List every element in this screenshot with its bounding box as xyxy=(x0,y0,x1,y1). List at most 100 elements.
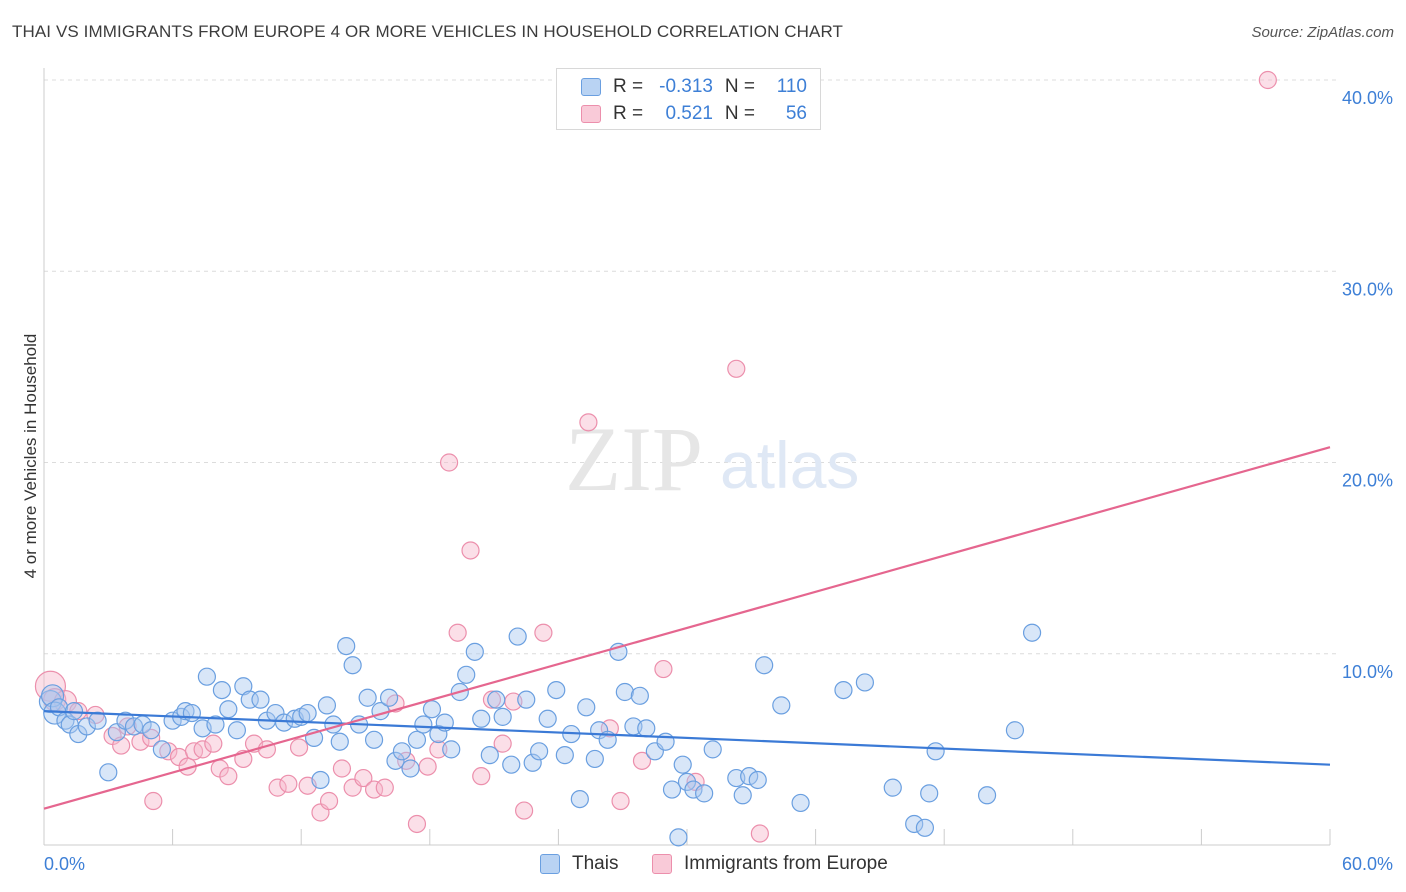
europe-point xyxy=(448,623,467,642)
x-tick-label: 60.0% xyxy=(1342,854,1393,874)
legend-row-europe: R = 0.521 N = 56 xyxy=(581,102,807,126)
europe-point xyxy=(375,778,394,797)
thais-point xyxy=(508,627,527,646)
thais-point xyxy=(772,696,791,715)
europe-point xyxy=(289,738,309,757)
correlation-legend: R = -0.313 N = 110 R = 0.521 N = 56 xyxy=(556,68,821,130)
europe-point xyxy=(279,774,298,793)
europe-point xyxy=(193,740,212,759)
thais-point xyxy=(182,703,201,723)
r-label: R = xyxy=(613,103,644,124)
thais-point xyxy=(429,724,448,744)
thais-point xyxy=(630,686,649,705)
europe-swatch xyxy=(581,105,601,123)
thais-point xyxy=(358,688,377,707)
thais-point xyxy=(99,763,118,782)
thais-point xyxy=(673,755,692,774)
europe-point xyxy=(354,768,373,788)
thais-point xyxy=(637,719,656,738)
europe-point xyxy=(579,413,598,432)
europe-point xyxy=(611,791,630,811)
y-tick-label: 30.0% xyxy=(1342,279,1393,299)
europe-legend-label: Immigrants from Europe xyxy=(684,853,888,874)
watermark-atlas: atlas xyxy=(720,428,859,502)
europe-point xyxy=(750,824,769,843)
thais-point xyxy=(487,690,506,709)
n-label: N = xyxy=(724,76,755,97)
thais-point xyxy=(530,742,549,761)
thais-point xyxy=(1022,623,1042,642)
thais-swatch xyxy=(581,78,601,96)
legend-row-thais: R = -0.313 N = 110 xyxy=(581,75,807,99)
y-tick-label: 40.0% xyxy=(1342,88,1393,108)
thais-point xyxy=(748,770,767,790)
n-label: N = xyxy=(724,103,755,124)
thais-point xyxy=(684,780,703,799)
grid-layer xyxy=(44,79,1340,655)
europe-point xyxy=(332,759,352,778)
thais-point xyxy=(298,703,317,723)
europe-point xyxy=(219,767,238,786)
thais-point xyxy=(337,636,356,656)
europe-point xyxy=(461,541,480,560)
thais-point xyxy=(920,784,939,803)
r-label: R = xyxy=(613,76,644,97)
thais-point xyxy=(517,690,536,709)
thais-point xyxy=(669,828,688,847)
n-value-thais: 110 xyxy=(776,76,807,97)
thais-point xyxy=(615,682,634,702)
thais-point xyxy=(555,746,574,765)
thais-point xyxy=(401,759,420,778)
thais-point xyxy=(883,778,902,797)
thais-legend-swatch xyxy=(540,854,560,874)
legend-item-thais[interactable]: Thais xyxy=(540,852,618,876)
thais-point xyxy=(251,690,270,709)
thais-point xyxy=(442,740,461,759)
n-value-europe: 56 xyxy=(785,103,807,124)
europe-point xyxy=(142,728,161,748)
thais-point xyxy=(77,717,96,736)
thais-point xyxy=(379,688,399,707)
thais-point xyxy=(240,690,259,709)
points-layer xyxy=(34,70,1277,847)
europe-legend-swatch xyxy=(652,854,672,874)
thais-point xyxy=(834,680,853,700)
thais-trend-line xyxy=(43,710,1331,766)
thais-point xyxy=(274,713,294,732)
thais-point xyxy=(142,721,161,740)
thais-point xyxy=(915,818,935,837)
europe-point xyxy=(144,791,163,811)
thais-point xyxy=(407,730,427,749)
thais-point xyxy=(212,680,231,700)
thais-point xyxy=(585,749,604,769)
europe-trend-line xyxy=(43,446,1331,810)
thais-point xyxy=(414,715,433,734)
thais-point xyxy=(386,751,405,770)
x-tick-label: 0.0% xyxy=(44,854,85,874)
europe-point xyxy=(515,801,534,820)
europe-point xyxy=(418,757,437,776)
europe-point xyxy=(534,623,553,642)
thais-point xyxy=(905,814,924,834)
chart-title: THAI VS IMMIGRANTS FROM EUROPE 4 OR MORE… xyxy=(12,22,844,41)
thais-point xyxy=(465,642,484,661)
thais-point xyxy=(364,730,384,749)
thais-point xyxy=(695,784,714,803)
europe-point xyxy=(727,359,746,378)
thais-point xyxy=(457,665,476,684)
europe-point xyxy=(439,453,459,472)
europe-point xyxy=(1258,70,1277,90)
y-tick-label: 10.0% xyxy=(1342,662,1393,682)
thais-point xyxy=(206,715,225,734)
thais-point xyxy=(219,700,238,719)
thais-point xyxy=(577,698,596,717)
legend-item-europe[interactable]: Immigrants from Europe xyxy=(652,852,888,876)
y-tick-label: 20.0% xyxy=(1342,471,1393,491)
thais-point xyxy=(152,740,171,759)
thais-point xyxy=(740,767,759,786)
europe-point xyxy=(429,740,448,759)
thais-point xyxy=(197,667,216,686)
thais-point xyxy=(480,746,499,765)
europe-point xyxy=(407,814,427,834)
